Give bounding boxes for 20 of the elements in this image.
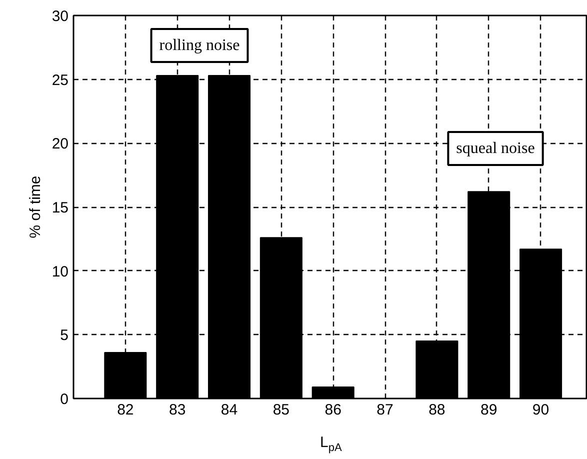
y-tick-label: 15 xyxy=(52,200,69,216)
x-tick-label: 88 xyxy=(428,402,446,418)
y-axis-title: % of time xyxy=(26,176,44,238)
x-tick-label: 87 xyxy=(376,402,394,418)
x-tick-label: 82 xyxy=(117,402,134,418)
y-tick-label: 10 xyxy=(52,263,69,280)
annotation: rolling noise xyxy=(159,37,240,54)
x-axis-title: L$_{pA}$ xyxy=(320,433,342,456)
x-tick-label: 86 xyxy=(324,402,342,418)
y-tick-label: 5 xyxy=(60,327,68,344)
x-tick-label: 84 xyxy=(220,402,238,418)
y-tick-label: 0 xyxy=(60,391,68,408)
y-tick-label: 25 xyxy=(52,72,69,89)
x-tick-label: 90 xyxy=(532,402,550,418)
x-tick-label: 83 xyxy=(168,402,186,418)
y-tick-label: 20 xyxy=(52,136,69,153)
y-tick-label: 30 xyxy=(52,8,69,25)
x-tick-label: 89 xyxy=(480,402,498,418)
x-tick-label: 85 xyxy=(272,402,290,418)
annotation: squeal noise xyxy=(456,140,535,157)
